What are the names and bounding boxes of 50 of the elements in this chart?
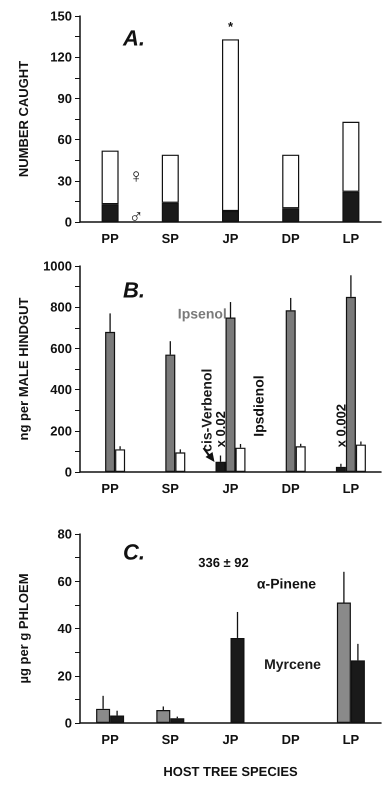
text: B.	[123, 278, 145, 302]
x-tick-label: DP	[282, 732, 300, 747]
y-axis-title: ng per MALE HINDGUT	[16, 297, 31, 440]
y-tick-label: 20	[58, 668, 72, 684]
y-tick-label: 60	[58, 574, 72, 589]
y-tick-label: 400	[50, 382, 72, 398]
annotation: *	[228, 19, 234, 34]
series-label: Myrcene	[264, 656, 322, 672]
x-tick-label: JP	[222, 481, 239, 496]
x-tick-label: JP	[222, 231, 239, 246]
y-tick-label: 80	[58, 526, 72, 542]
y-tick-label: 0	[64, 716, 72, 730]
y-axis-title: NUMBER CAUGHT	[16, 60, 31, 178]
y-tick-label: 0	[64, 214, 72, 230]
x-axis-title: HOST TREE SPECIES	[163, 764, 298, 779]
x-tick-label: PP	[101, 732, 120, 747]
y-tick-label: 40	[58, 621, 72, 636]
annotation: x 0.002	[333, 404, 348, 448]
x-tick-label: JP	[222, 732, 239, 747]
y-tick-label: 600	[50, 340, 72, 356]
x-tick-label: LP	[342, 732, 360, 747]
x-tick-label: DP	[282, 481, 300, 496]
x-tick-label: PP	[101, 481, 120, 496]
x-tick-label: SP	[162, 481, 180, 496]
x-tick-label: SP	[162, 231, 180, 246]
text: cis-Verbenol	[198, 368, 214, 452]
chart-title: A.	[122, 26, 145, 50]
y-tick-label: 200	[50, 423, 72, 438]
series-label: Ipsenol	[178, 305, 227, 322]
y-tick-label: 800	[50, 300, 72, 315]
x-tick-label: PP	[101, 231, 120, 246]
y-tick-label: 60	[58, 132, 72, 148]
y-tick-label: 0	[64, 464, 72, 480]
y-tick-label: 120	[50, 50, 72, 65]
x-tick-label: DP	[282, 231, 300, 246]
text: Ipsdienol	[250, 375, 266, 437]
annotation: x 0.02	[213, 411, 228, 448]
x-tick-label: SP	[162, 732, 180, 747]
y-tick-label: 1000	[43, 258, 72, 274]
y-tick-label: 90	[58, 90, 72, 106]
series-label: ♂	[128, 206, 144, 228]
x-tick-label: LP	[342, 481, 360, 496]
y-tick-label: 30	[58, 173, 72, 188]
series-label: ♀	[128, 166, 144, 188]
y-axis-title: µg per g PHLOEM	[16, 573, 31, 684]
chart-title: C.	[123, 540, 145, 564]
x-tick-label: LP	[342, 231, 360, 246]
y-tick-label: 150	[50, 8, 72, 24]
annotation: 336 ± 92	[198, 554, 249, 570]
series-label: α-Pinene	[256, 576, 316, 592]
